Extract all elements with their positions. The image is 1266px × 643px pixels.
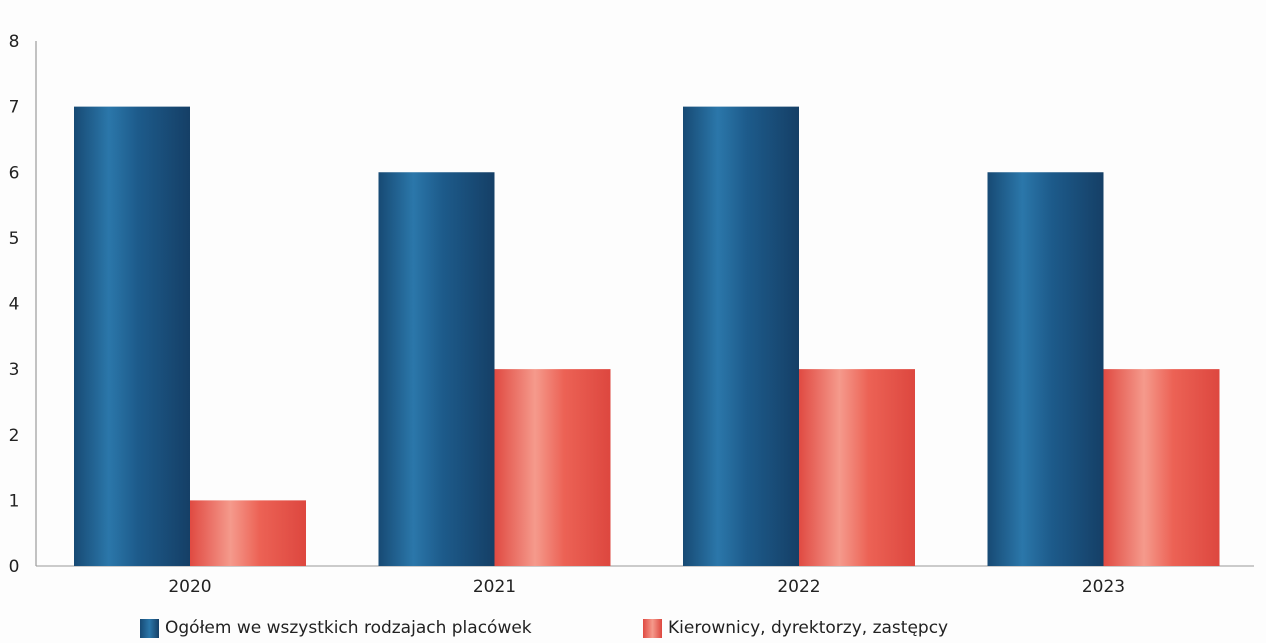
y-tick-label: 6 <box>9 163 20 183</box>
legend-label-series-2: Kierownicy, dyrektorzy, zastępcy <box>668 618 949 638</box>
y-tick-label: 8 <box>9 32 20 52</box>
y-tick-label: 7 <box>9 98 20 118</box>
legend-label-series-1: Ogółem we wszystkich rodzajach placówek <box>165 618 532 638</box>
x-tick-label: 2023 <box>1082 577 1125 597</box>
legend-swatch-series-2 <box>643 618 662 638</box>
category-labels: 2020 2021 2022 2023 <box>168 577 1125 597</box>
x-tick-label: 2020 <box>168 577 211 597</box>
y-axis: 0 1 2 3 4 5 6 7 8 <box>9 32 37 577</box>
bar-2023-series-1 <box>987 172 1104 566</box>
bar-chart: 0 1 2 3 4 5 6 7 8 2020 2021 2022 2023 <box>9 32 1254 597</box>
bar-2023-series-2 <box>1103 369 1220 566</box>
bar-2020-series-2 <box>190 500 306 566</box>
bar-2021-series-1 <box>378 172 495 566</box>
y-tick-label: 5 <box>9 229 20 249</box>
legend: Ogółem we wszystkich rodzajach placówek … <box>0 616 1266 643</box>
y-tick-label: 0 <box>9 557 20 577</box>
bars <box>74 106 1220 566</box>
bar-2022-series-1 <box>683 106 799 566</box>
y-tick-label: 1 <box>9 491 20 511</box>
legend-item-series-2: Kierownicy, dyrektorzy, zastępcy <box>643 618 948 638</box>
y-tick-label: 4 <box>9 295 20 315</box>
legend-item-series-1: Ogółem we wszystkich rodzajach placówek <box>140 618 532 638</box>
y-tick-label: 2 <box>9 426 20 446</box>
x-tick-label: 2022 <box>777 577 820 597</box>
y-tick-label: 3 <box>9 360 20 380</box>
x-tick-label: 2021 <box>473 577 516 597</box>
bar-2021-series-2 <box>494 369 611 566</box>
bar-2020-series-1 <box>74 106 190 566</box>
legend-swatch-series-1 <box>140 618 159 638</box>
bar-2022-series-2 <box>799 369 915 566</box>
